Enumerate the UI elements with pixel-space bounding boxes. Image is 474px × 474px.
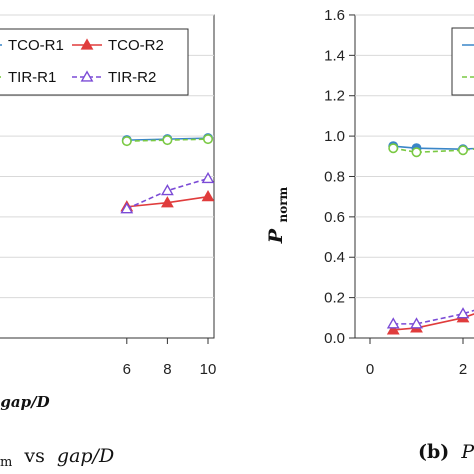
panel-a-point-tir-r1 — [203, 134, 214, 145]
panel-b-point-tir-r1 — [457, 145, 468, 156]
panel-a-point-tco-r2 — [160, 196, 174, 208]
panel-a-caption: m vs gap/D — [0, 445, 114, 471]
panel-a-legend-marker — [80, 70, 94, 82]
panel-b-y-tick-label: 1.6 — [324, 7, 345, 24]
panel-a-legend-box — [0, 28, 189, 96]
panel-a-point-tir-r1 — [121, 136, 132, 147]
panel-b-x-tick-label: 0 — [366, 361, 374, 378]
panel-a-point-tir-r2 — [160, 184, 174, 196]
panel-b-y-ticks: 0.0 0.2 0.4 0.6 0.8 1.0 1.2 1.4 1.6 — [324, 7, 355, 347]
panel-b-y-tick-label: 0.4 — [324, 249, 345, 266]
panel-a-gridlines — [0, 14, 214, 299]
panel-a-legend-label: TCO-R2 — [108, 37, 164, 54]
panel-b-legend-box — [451, 27, 474, 96]
panel-a-x-tick-label: 6 — [123, 361, 131, 378]
panel-a-point-tir-r2 — [120, 202, 134, 214]
panel-b-series-line-tir-r1 — [393, 147, 474, 154]
panel-a-point-tco-r2 — [201, 190, 215, 202]
panel-b-y-tick-label: 0.6 — [324, 209, 345, 226]
panel-a: 6 8 10 TCO-R1 TCO-R2 TIR-R1 TIR-R2 gap/D m vs… — [0, 14, 217, 471]
panel-b-caption: (b) P — [418, 441, 474, 463]
panel-b-series-line-tco-r2 — [393, 313, 474, 331]
panel-a-legend-label: TCO-R1 — [8, 37, 64, 54]
panel-a-point-tir-r1 — [162, 135, 173, 146]
panel-b-caption-var: P — [460, 441, 474, 463]
panel-b-point-tir-r1 — [411, 147, 422, 158]
panel-a-caption-prefix: m — [0, 455, 12, 470]
panel-b-y-axis-label-sub: norm — [276, 186, 290, 222]
panel-a-legend: TCO-R1 TCO-R2 TIR-R1 TIR-R2 — [0, 37, 164, 86]
panel-b-point-tco-r2 — [386, 323, 400, 335]
panel-b-point-tir-r2 — [456, 307, 470, 319]
panel-b-y-tick-label: 1.4 — [324, 47, 345, 64]
panel-b-series — [386, 141, 474, 335]
panel-a-caption-var: gap/D — [57, 445, 114, 467]
panel-a-x-ticks: 6 8 10 — [123, 338, 217, 378]
panel-a-caption-vs: vs — [23, 445, 44, 467]
panel-b-y-tick-label: 0.8 — [324, 168, 345, 185]
panel-b-caption-prefix: (b) — [418, 441, 449, 463]
panel-a-legend-marker — [80, 38, 94, 50]
panel-a-legend-label: TIR-R1 — [8, 69, 56, 86]
panel-a-point-tir-r2 — [201, 171, 215, 184]
panel-b-series-line-tco-r1 — [393, 145, 474, 151]
panel-b-point-tir-r2 — [410, 317, 423, 329]
panel-a-x-axis-label: gap/D — [0, 393, 49, 411]
panel-b-legend — [462, 44, 474, 78]
panel-b-y-axis-label: P norm — [265, 186, 290, 244]
panel-a-x-tick-label: 10 — [200, 361, 217, 378]
panel-a-x-tick-label: 8 — [163, 361, 171, 378]
panel-b-y-tick-label: 1.0 — [324, 128, 345, 145]
panel-b-y-tick-label: 1.2 — [324, 88, 345, 105]
panel-b-y-tick-label: 0.0 — [324, 330, 345, 347]
panel-a-legend-label: TIR-R2 — [108, 69, 156, 86]
panel-b-point-tir-r2 — [386, 317, 400, 329]
panel-b-y-tick-label: 0.2 — [324, 290, 345, 307]
panel-b-x-tick-label: 2 — [459, 361, 467, 378]
panel-b-series-line-tir-r2 — [393, 309, 474, 325]
panel-b-point-tir-r1 — [388, 143, 399, 154]
panel-a-x-axis-label-text: gap/D — [0, 393, 49, 411]
panel-a-series — [120, 133, 215, 214]
panel-b-y-axis-label-main: P — [265, 228, 287, 244]
